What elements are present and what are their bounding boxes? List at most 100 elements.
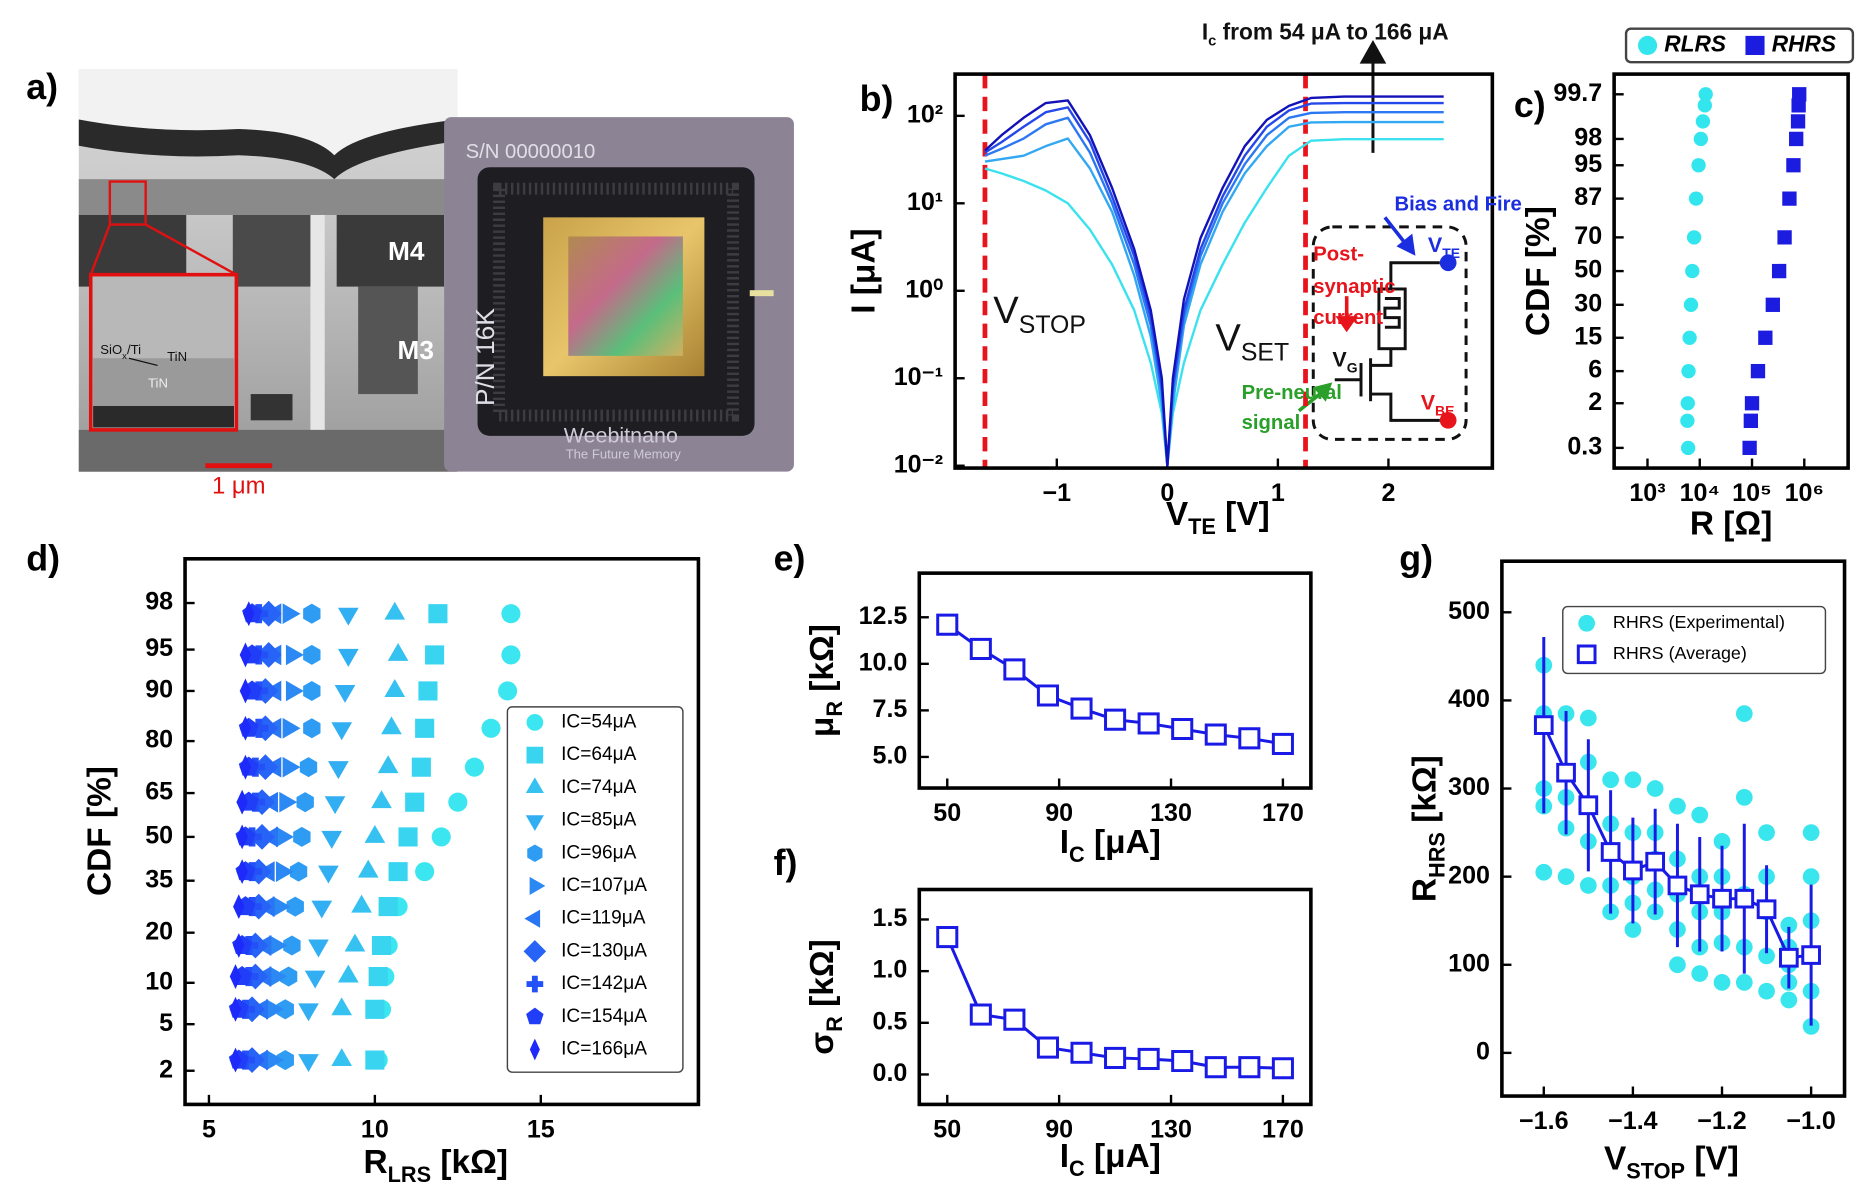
tem-label: M3 [398, 335, 434, 365]
y-tick-label: 10⁻² [894, 450, 943, 478]
label: Post- [1313, 244, 1364, 266]
x-tick-label: 15 [527, 1115, 555, 1143]
plot-area [936, 613, 1294, 755]
chip-text: The Future Memory [566, 446, 682, 461]
marker [337, 964, 359, 983]
panel-label: a) [26, 67, 58, 107]
label-part: V [1166, 496, 1189, 533]
marker [236, 859, 248, 885]
legend-marker [1576, 644, 1597, 665]
x-tick-label: 130 [1150, 799, 1192, 827]
marker [1735, 788, 1753, 806]
y-tick-label: 400 [1448, 685, 1490, 713]
marker [279, 966, 298, 987]
marker [1735, 974, 1753, 991]
marker [337, 648, 359, 667]
marker [1792, 87, 1807, 102]
label-part: I [1060, 824, 1069, 861]
legend-marker [525, 777, 544, 794]
label-part: C [1069, 842, 1085, 867]
x-tick-label: 50 [933, 1115, 961, 1143]
marker [1036, 1036, 1059, 1059]
label-part: [kΩ] [1407, 755, 1444, 832]
label-part: HRS [1425, 832, 1450, 878]
y-tick-label: 5.0 [873, 742, 908, 770]
label: IC [μA] [1060, 1138, 1161, 1181]
marker [1734, 888, 1755, 909]
x-tick-label: −1.2 [1697, 1107, 1746, 1135]
label-part: /Ti [127, 343, 141, 358]
label: VSTOP [V] [1604, 1140, 1739, 1183]
marker [285, 680, 304, 702]
marker [384, 679, 406, 697]
marker [1645, 851, 1666, 872]
label-part: CDF [%] [81, 766, 118, 896]
marker [1238, 727, 1261, 750]
label: VBE [1421, 390, 1455, 418]
marker [969, 637, 992, 660]
legend-label: IC=54μA [561, 711, 636, 732]
y-tick-label: 0 [1476, 1038, 1490, 1066]
y-tick-label: 0.3 [1567, 433, 1602, 461]
label: current [1313, 307, 1383, 329]
marker [1070, 697, 1093, 720]
panel-label: c) [1514, 85, 1546, 125]
legend-label: IC=74μA [561, 777, 636, 798]
marker [418, 681, 438, 701]
x-tick-label: 10 [361, 1115, 389, 1143]
y-tick-label: 10² [907, 100, 943, 128]
label-part: [kΩ] [804, 939, 841, 1016]
marker [1535, 863, 1553, 881]
marker [1171, 1049, 1194, 1073]
marker [1744, 396, 1760, 411]
x-tick-label: 130 [1150, 1115, 1192, 1143]
marker [1646, 780, 1664, 797]
marker [415, 862, 435, 882]
y-tick-label: 100 [1448, 949, 1490, 977]
marker [279, 791, 298, 813]
x-tick-label: 10⁶ [1785, 479, 1824, 507]
marker [1688, 191, 1704, 206]
marker [1681, 363, 1696, 379]
marker [1137, 712, 1160, 735]
label-part: R [822, 701, 847, 717]
legend-marker [524, 909, 541, 928]
marker [936, 926, 959, 949]
marker [1669, 956, 1686, 974]
label-part: C [1069, 1156, 1085, 1181]
marker [266, 1049, 284, 1071]
label-part: STOP [1019, 312, 1086, 339]
marker [229, 964, 242, 989]
marker [1003, 658, 1026, 681]
label-part: [μA] [1085, 824, 1161, 861]
marker [282, 756, 301, 778]
label: μR [kΩ] [804, 624, 847, 737]
marker [239, 678, 252, 704]
marker [431, 827, 451, 847]
marker [1204, 723, 1227, 746]
label: VTE [V] [1166, 496, 1270, 539]
marker [501, 604, 521, 624]
marker [1790, 114, 1806, 129]
legend-label: IC=154μA [561, 1006, 647, 1027]
y-tick-label: 10 [145, 967, 173, 995]
marker [1777, 230, 1792, 245]
marker [1697, 98, 1712, 113]
marker [275, 861, 294, 882]
marker [1624, 921, 1642, 938]
marker [969, 1003, 992, 1026]
marker [303, 644, 321, 665]
label: VTE [1428, 233, 1460, 261]
marker [1802, 868, 1820, 886]
tem-image: SiOx/Ti TiN TiN M4 M3 1 μm [78, 69, 458, 499]
legend-marker [529, 876, 546, 895]
marker [285, 644, 304, 666]
marker [1686, 230, 1702, 245]
inset-label: TiN [148, 376, 168, 391]
legend-label: IC=166μA [561, 1039, 647, 1060]
legend-marker [527, 844, 543, 862]
circuit [1297, 40, 1468, 441]
label-part: current [1313, 307, 1383, 329]
x-tick-label: 170 [1262, 799, 1304, 827]
plot-area [982, 74, 1444, 469]
